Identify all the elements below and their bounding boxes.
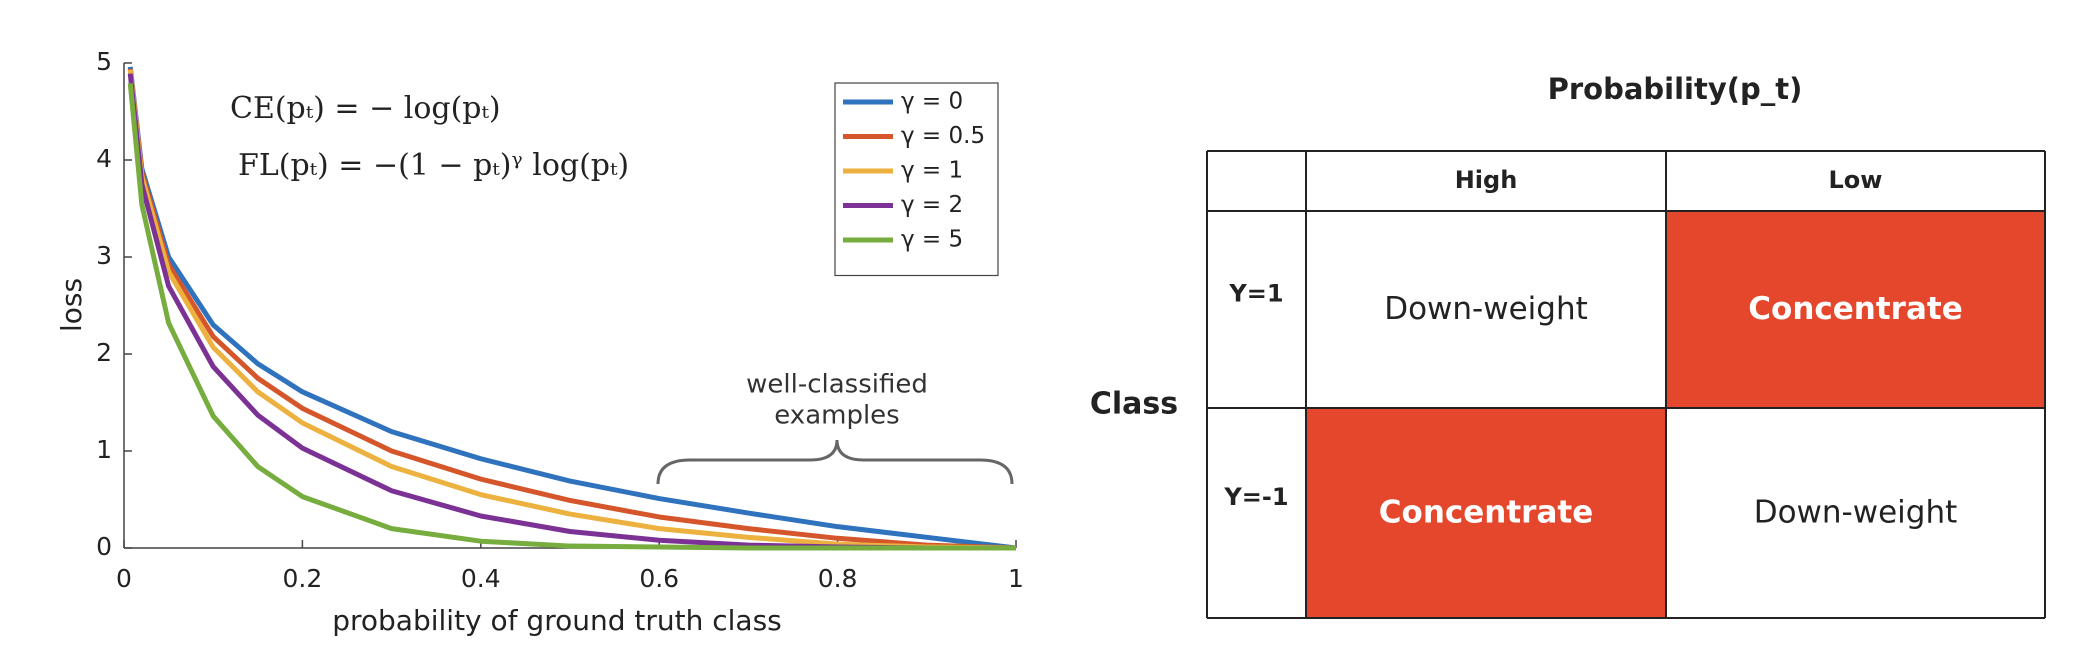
line	[127, 69, 1017, 551]
legend-label: γ = 2	[901, 192, 963, 218]
row-group-label: Class	[1090, 387, 1178, 422]
x-tick-label: 1	[1008, 564, 1024, 593]
legend-label: γ = 5	[901, 227, 963, 253]
x-tick-label: 0.4	[461, 564, 501, 593]
legend-label: γ = 0	[901, 89, 963, 115]
x-tick-label: 0.6	[639, 564, 679, 593]
y-tick-label: 1	[96, 435, 112, 464]
line	[127, 83, 1016, 551]
equation: FL(pₜ) = −(1 − pₜ)ᵞ log(pₜ)	[238, 148, 629, 183]
y-tick-label: 5	[96, 47, 112, 76]
y-tick-label: 4	[96, 144, 112, 173]
cell-text: Concentrate	[1748, 291, 1962, 327]
legend-label: γ = 1	[901, 158, 963, 184]
x-tick-label: 0.2	[283, 564, 323, 593]
cell-text: Down-weight	[1384, 291, 1588, 327]
legend-label: γ = 0.5	[901, 123, 985, 149]
y-tick-label: 2	[96, 338, 112, 367]
table-cell	[1306, 211, 1666, 408]
table-cell	[1666, 408, 2045, 618]
y-tick-label: 0	[96, 532, 112, 561]
table-cell	[1666, 211, 2045, 408]
table-title: Probability(p_t)	[1548, 72, 1803, 106]
line	[127, 66, 1017, 551]
x-tick-label: 0.8	[818, 564, 858, 593]
legend-box	[834, 82, 999, 277]
x-tick-label: 0	[116, 564, 132, 593]
x-axis-label: probability of ground truth class	[332, 604, 782, 637]
annotation: examples	[774, 401, 899, 431]
column-header: Low	[1829, 166, 1883, 194]
annotation: well-classified	[746, 370, 928, 400]
row-header: Y=1	[1228, 280, 1283, 308]
cell-text: Down-weight	[1754, 495, 1958, 531]
row-header: Y=-1	[1223, 483, 1288, 511]
equation: CE(pₜ) = − log(pₜ)	[230, 91, 501, 126]
line	[127, 68, 1017, 551]
cell-text: Concentrate	[1379, 495, 1593, 531]
column-header: High	[1455, 166, 1518, 194]
table-cell	[1306, 408, 1666, 618]
y-tick-label: 3	[96, 241, 112, 270]
y-axis-label: loss	[55, 278, 88, 332]
brace	[656, 439, 1014, 485]
